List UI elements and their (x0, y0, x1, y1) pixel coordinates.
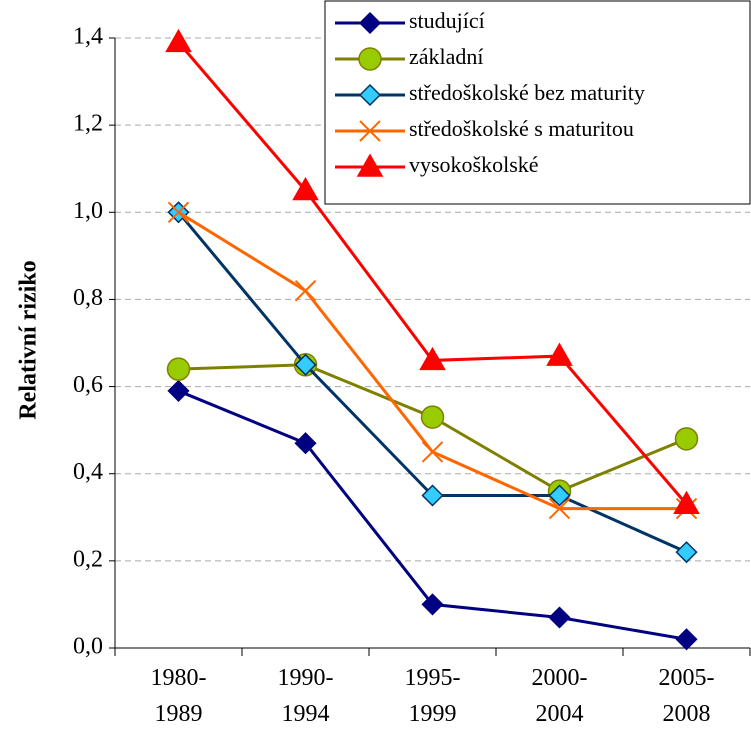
marker (294, 353, 317, 376)
marker (356, 153, 384, 177)
marker (358, 83, 382, 107)
y-tick-label: 1,0 (73, 198, 103, 224)
legend-label: středoškolské bez maturity (409, 80, 645, 105)
marker (359, 120, 381, 142)
marker (421, 593, 444, 616)
x-tick-label: 2005-2008 (658, 665, 715, 727)
marker (165, 28, 192, 53)
legend-label: základní (409, 44, 484, 69)
x-tick-label: 1980-1989 (150, 665, 207, 727)
marker (419, 346, 446, 371)
marker (292, 176, 319, 201)
y-tick-label: 0,4 (73, 459, 103, 485)
marker (167, 201, 190, 223)
y-tick-label: 1,2 (73, 111, 103, 137)
marker (358, 11, 382, 35)
y-tick-label: 0,8 (73, 285, 103, 311)
x-tick-label: 1995-1999 (404, 665, 461, 727)
marker (167, 379, 190, 402)
marker (673, 490, 700, 514)
y-tick-label: 0,6 (73, 372, 103, 398)
marker (675, 541, 698, 564)
marker (294, 432, 317, 455)
marker (358, 47, 382, 71)
legend-box (324, 0, 751, 205)
y-tick-label: 0,2 (73, 546, 103, 572)
marker (421, 441, 444, 463)
x-tick-label: 2000-2004 (531, 665, 588, 727)
marker (674, 427, 699, 451)
marker (294, 280, 317, 302)
y-tick-label: 0,0 (73, 634, 103, 660)
marker (546, 342, 573, 366)
y-axis-label: Relativní riziko (16, 260, 42, 419)
x-tick-label: 1990-1994 (277, 665, 334, 727)
legend-label: vysokoškolské (409, 152, 539, 177)
marker (675, 628, 698, 651)
marker (421, 484, 444, 507)
legend-label: středoškolské s maturitou (409, 116, 634, 141)
y-tick-label: 1,4 (73, 24, 103, 50)
marker (420, 405, 445, 429)
legend-label: studující (409, 8, 485, 33)
marker (548, 484, 571, 507)
marker (548, 606, 571, 629)
marker (166, 357, 191, 381)
marker (548, 497, 571, 520)
